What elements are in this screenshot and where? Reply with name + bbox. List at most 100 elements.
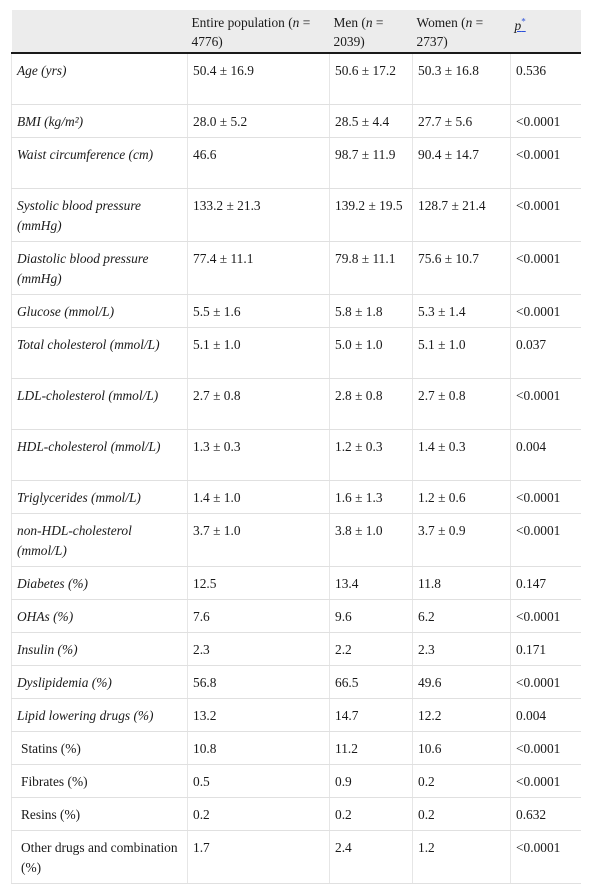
table-row: HDL-cholesterol (mmol/L) 1.3 ± 0.3 1.2 ± 0… [11,429,581,481]
cell-men: 2.2 [329,632,413,666]
table-row: Fibrates (%) 0.5 0.9 0.2 <0.0001 [11,764,581,798]
cell-entire-population: 3.7 ± 1.0 [187,513,330,567]
cell-women: 27.7 ± 5.6 [412,104,511,138]
table-row: Statins (%) 10.8 11.2 10.6 <0.0001 [11,731,581,765]
cell-entire-population: 2.3 [187,632,330,666]
cell-men: 2.4 [329,830,413,884]
cell-p-value: 0.004 [510,698,581,732]
cell-men: 98.7 ± 11.9 [329,137,413,189]
cell-women: 3.7 ± 0.9 [412,513,511,567]
cell-entire-population: 46.6 [187,137,330,189]
cell-women: 10.6 [412,731,511,765]
cell-p-value: <0.0001 [510,830,581,884]
cell-men: 139.2 ± 19.5 [329,188,413,242]
cell-women: 49.6 [412,665,511,699]
cell-men: 0.2 [329,797,413,831]
table-row: Waist circumference (cm) 46.6 98.7 ± 11.9 9… [11,137,581,189]
table-row: Diastolic blood pressure (mmHg) 77.4 ± 11… [11,241,581,295]
cell-women: 5.1 ± 1.0 [412,327,511,379]
data-table-container: Entire population (n = 4776) Men (n = 20… [11,10,581,884]
cell-men: 1.6 ± 1.3 [329,480,413,514]
cell-women: 1.4 ± 0.3 [412,429,511,481]
cell-women: 5.3 ± 1.4 [412,294,511,328]
cell-women: 75.6 ± 10.7 [412,241,511,295]
row-label: OHAs (%) [11,599,188,633]
cell-entire-population: 10.8 [187,731,330,765]
row-label: LDL-cholesterol (mmol/L) [11,378,188,430]
cell-p-value: <0.0001 [510,480,581,514]
cell-women: 128.7 ± 21.4 [412,188,511,242]
cell-entire-population: 2.7 ± 0.8 [187,378,330,430]
cell-women: 0.2 [412,764,511,798]
table-header-row: Entire population (n = 4776) Men (n = 20… [11,10,581,54]
table-row: non-HDL-cholesterol (mmol/L) 3.7 ± 1.0 3.8… [11,513,581,567]
cell-entire-population: 1.3 ± 0.3 [187,429,330,481]
cell-women: 0.2 [412,797,511,831]
header-label-column [11,10,188,54]
row-label: Systolic blood pressure (mmHg) [11,188,188,242]
table-body: Age (yrs) 50.4 ± 16.9 50.6 ± 17.2 50.3 ± 16… [11,53,581,884]
cell-men: 3.8 ± 1.0 [329,513,413,567]
cell-women: 1.2 ± 0.6 [412,480,511,514]
cell-women: 2.3 [412,632,511,666]
table-row: OHAs (%) 7.6 9.6 6.2 <0.0001 [11,599,581,633]
cell-entire-population: 7.6 [187,599,330,633]
cell-entire-population: 1.4 ± 1.0 [187,480,330,514]
cell-men: 79.8 ± 11.1 [329,241,413,295]
cell-men: 14.7 [329,698,413,732]
row-label: Age (yrs) [11,53,188,105]
row-label: Statins (%) [11,731,188,765]
cell-p-value: <0.0001 [510,378,581,430]
cell-men: 0.9 [329,764,413,798]
row-label: Insulin (%) [11,632,188,666]
cell-men: 9.6 [329,599,413,633]
cell-women: 12.2 [412,698,511,732]
cell-entire-population: 28.0 ± 5.2 [187,104,330,138]
cell-p-value: <0.0001 [510,241,581,295]
cell-p-value: 0.037 [510,327,581,379]
cell-p-value: <0.0001 [510,137,581,189]
cell-entire-population: 0.5 [187,764,330,798]
cell-women: 90.4 ± 14.7 [412,137,511,189]
cell-p-value: <0.0001 [510,188,581,242]
table-row: Glucose (mmol/L) 5.5 ± 1.6 5.8 ± 1.8 5.3 ± … [11,294,581,328]
header-women-count: = 2737) [416,15,484,49]
cell-p-value: <0.0001 [510,599,581,633]
cell-entire-population: 5.5 ± 1.6 [187,294,330,328]
header-entire-text: Entire population ( [191,15,293,30]
footnote-marker: * [521,17,526,27]
table-row: BMI (kg/m²) 28.0 ± 5.2 28.5 ± 4.4 27.7 ± 5.… [11,104,581,138]
cell-p-value: 0.147 [510,566,581,600]
row-label: Total cholesterol (mmol/L) [11,327,188,379]
table-row: LDL-cholesterol (mmol/L) 2.7 ± 0.8 2.8 ± 0… [11,378,581,430]
cell-men: 5.0 ± 1.0 [329,327,413,379]
header-women-n: n [465,15,473,30]
header-women: Women (n = 2737) [412,10,511,54]
header-men-text: Men ( [333,15,366,30]
cell-p-value: 0.004 [510,429,581,481]
table-row: Resins (%) 0.2 0.2 0.2 0.632 [11,797,581,831]
cell-women: 11.8 [412,566,511,600]
cell-p-value: <0.0001 [510,294,581,328]
cell-entire-population: 56.8 [187,665,330,699]
cell-women: 1.2 [412,830,511,884]
table-row: Lipid lowering drugs (%) 13.2 14.7 12.2 0.00… [11,698,581,732]
cell-men: 11.2 [329,731,413,765]
row-label: HDL-cholesterol (mmol/L) [11,429,188,481]
cell-entire-population: 1.7 [187,830,330,884]
cell-p-value: 0.632 [510,797,581,831]
cell-entire-population: 13.2 [187,698,330,732]
cell-women: 2.7 ± 0.8 [412,378,511,430]
cell-men: 5.8 ± 1.8 [329,294,413,328]
row-label: Fibrates (%) [11,764,188,798]
row-label: Diabetes (%) [11,566,188,600]
cell-men: 2.8 ± 0.8 [329,378,413,430]
row-label: non-HDL-cholesterol (mmol/L) [11,513,188,567]
data-table: Entire population (n = 4776) Men (n = 20… [11,10,581,884]
cell-women: 50.3 ± 16.8 [412,53,511,105]
table-row: Other drugs and combination (%) 1.7 2.4 1.2… [11,830,581,884]
p-value-footnote-link[interactable]: p* [515,17,526,33]
cell-p-value: <0.0001 [510,104,581,138]
row-label: Glucose (mmol/L) [11,294,188,328]
row-label: Resins (%) [11,797,188,831]
